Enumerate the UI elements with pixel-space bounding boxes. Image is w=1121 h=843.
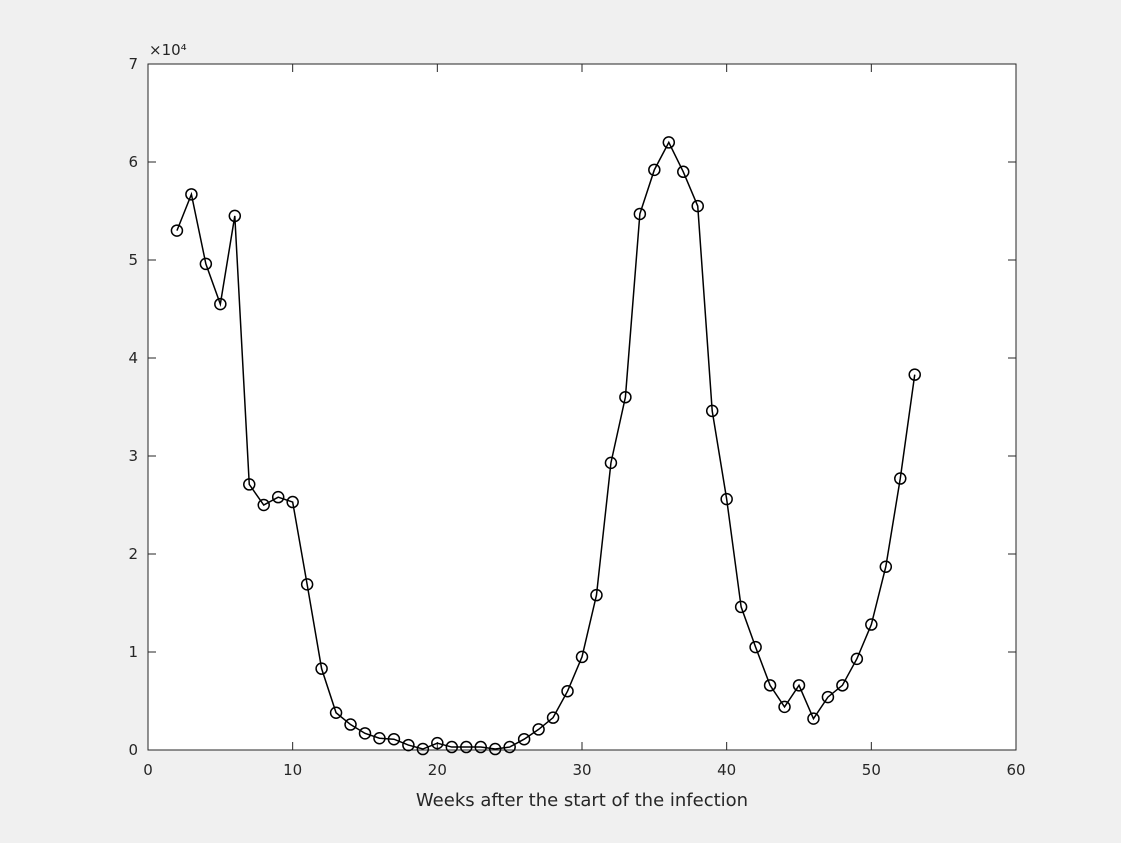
data-point: [503, 740, 516, 754]
x-axis: 0 10 20 30 40 50 60: [143, 64, 1026, 779]
y-tick-label: 2: [128, 545, 138, 563]
data-point: [460, 740, 473, 754]
data-point: [286, 495, 299, 509]
data-point: [677, 165, 690, 179]
data-point: [488, 742, 502, 756]
data-point: [329, 706, 343, 720]
data-point: [792, 679, 806, 692]
data-point: [344, 718, 357, 731]
data-point: [271, 490, 285, 504]
data-point: [185, 188, 198, 201]
data-point: [836, 679, 849, 692]
data-point: [590, 588, 603, 602]
data-point: [778, 700, 791, 714]
data-point: [243, 478, 256, 491]
y-tick-label: 0: [128, 741, 138, 759]
data-point: [734, 600, 748, 614]
data-point: [445, 740, 459, 754]
data-point: [532, 723, 545, 736]
y-exponent-label: ×10⁴: [149, 41, 187, 59]
data-point: [720, 492, 733, 506]
data-point: [749, 640, 762, 654]
data-point: [431, 736, 444, 750]
series-line: [176, 140, 916, 750]
y-tick-label: 1: [128, 643, 138, 661]
data-point: [300, 578, 314, 591]
x-tick-label: 30: [572, 761, 591, 779]
plot-area: [147, 63, 1017, 751]
data-point: [416, 742, 430, 756]
data-point: [402, 738, 415, 752]
data-point: [691, 199, 704, 213]
data-point: [850, 652, 864, 666]
data-point: [894, 472, 907, 485]
data-point: [879, 560, 893, 573]
data-point: [821, 690, 835, 704]
data-point: [358, 727, 372, 740]
data-point: [604, 456, 618, 470]
data-point: [257, 498, 270, 512]
data-point: [214, 297, 227, 311]
data-point: [387, 732, 401, 746]
data-point: [619, 390, 632, 404]
data-point: [662, 136, 676, 149]
y-axis: 0 1 2 3 4 5 6 7: [128, 55, 1016, 759]
data-point: [561, 684, 574, 698]
y-tick-label: 5: [128, 251, 138, 269]
data-point: [633, 207, 647, 221]
data-point: [373, 731, 386, 745]
x-axis-label: Weeks after the start of the infection: [416, 790, 748, 811]
data-point: [170, 224, 184, 237]
y-tick-label: 4: [128, 349, 138, 367]
x-tick-label: 40: [717, 761, 736, 779]
series-markers: [170, 136, 921, 756]
x-tick-label: 20: [428, 761, 447, 779]
y-tick-label: 3: [128, 447, 138, 465]
data-point: [763, 679, 777, 692]
data-point: [705, 404, 719, 418]
data-point: [908, 368, 921, 381]
data-point: [546, 711, 560, 724]
data-point: [865, 618, 878, 631]
data-point: [315, 662, 328, 675]
data-point: [648, 163, 661, 177]
data-point: [228, 209, 242, 223]
data-point: [807, 712, 820, 725]
x-tick-label: 10: [283, 761, 302, 779]
y-tick-label: 6: [128, 153, 138, 171]
data-point: [199, 257, 213, 271]
data-point: [517, 732, 531, 746]
x-tick-label: 0: [143, 761, 153, 779]
y-tick-label: 7: [128, 55, 138, 73]
data-point: [474, 740, 487, 754]
x-tick-label: 60: [1006, 761, 1025, 779]
x-tick-label: 50: [862, 761, 881, 779]
data-point: [575, 650, 589, 664]
